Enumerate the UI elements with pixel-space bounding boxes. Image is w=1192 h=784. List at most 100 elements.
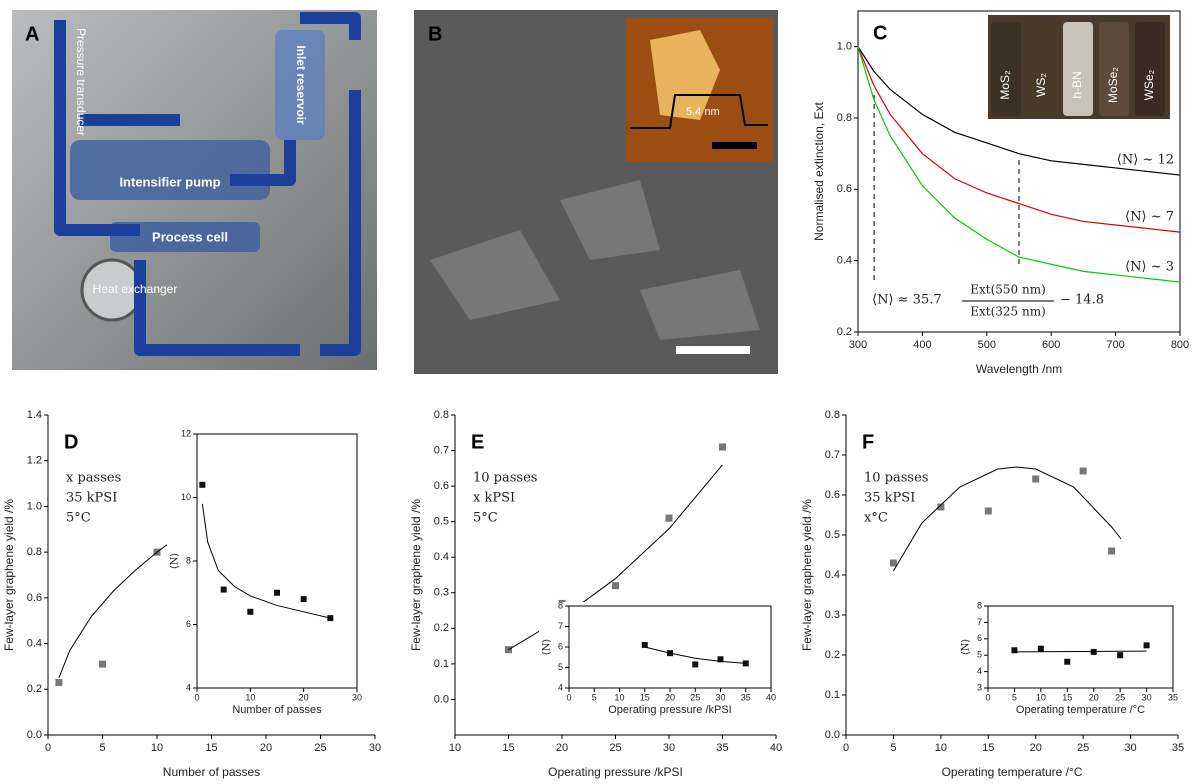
data-point bbox=[1064, 658, 1071, 665]
x-tick-label: 20 bbox=[299, 692, 309, 702]
x-tick-label: 10 bbox=[449, 742, 461, 754]
y-tick-label: 0.8 bbox=[27, 546, 42, 558]
y-tick-label: 5 bbox=[977, 650, 982, 660]
data-point bbox=[937, 503, 945, 511]
data-point bbox=[99, 660, 106, 668]
formula: − 14.8 bbox=[1060, 293, 1104, 308]
y-tick-label: 8 bbox=[558, 600, 563, 610]
condition-note: x°C bbox=[864, 511, 888, 526]
photo-annotation: Heat exchanger bbox=[93, 282, 178, 296]
panel-b: B 5.4 nm bbox=[414, 10, 778, 374]
y-axis-label: ⟨N⟩ bbox=[170, 553, 181, 570]
x-tick-label: 30 bbox=[1142, 692, 1152, 702]
data-point bbox=[641, 641, 648, 648]
y-tick-label: 4 bbox=[977, 666, 982, 676]
data-point bbox=[1108, 547, 1116, 555]
x-axis-label: Operating temperature /°C bbox=[1016, 704, 1145, 716]
panel-label: E bbox=[471, 431, 484, 453]
y-tick-label: 1.2 bbox=[27, 455, 42, 467]
x-tick-label: 40 bbox=[770, 742, 782, 754]
y-axis-label: Few-layer graphene yield /% bbox=[800, 499, 814, 651]
y-tick-label: 6 bbox=[186, 619, 191, 629]
x-axis-label: Number of passes bbox=[232, 704, 322, 716]
condition-note: x passes bbox=[66, 471, 121, 486]
data-point bbox=[612, 582, 619, 590]
panel-label: B bbox=[428, 23, 442, 45]
y-tick-label: 1.0 bbox=[27, 500, 42, 512]
x-tick-label: 800 bbox=[1171, 339, 1189, 351]
data-point bbox=[1143, 642, 1150, 649]
y-tick-label: 8 bbox=[186, 555, 191, 565]
x-tick-label: 15 bbox=[982, 742, 994, 754]
vial-label: WSe₂ bbox=[1142, 69, 1156, 100]
vial bbox=[1135, 22, 1165, 116]
x-tick-label: 30 bbox=[715, 692, 725, 702]
y-tick-label: 1.4 bbox=[27, 409, 42, 421]
data-point bbox=[889, 559, 897, 567]
x-tick-label: 15 bbox=[1062, 692, 1072, 702]
y-tick-label: 12 bbox=[181, 428, 191, 438]
x-tick-label: 600 bbox=[1042, 339, 1060, 351]
x-tick-label: 30 bbox=[352, 692, 362, 702]
vial-label: h-BN bbox=[1070, 71, 1084, 98]
condition-note: 5°C bbox=[66, 511, 91, 526]
y-tick-label: 0.0 bbox=[434, 693, 449, 705]
data-point bbox=[984, 507, 992, 515]
data-point bbox=[1032, 475, 1040, 483]
y-tick-label: 0.2 bbox=[27, 683, 42, 695]
y-tick-label: 0.6 bbox=[27, 592, 42, 604]
x-tick-label: 30 bbox=[369, 742, 381, 754]
panel-label: D bbox=[64, 431, 78, 453]
curve-label: ⟨N⟩ ~ 7 bbox=[1125, 210, 1174, 225]
x-tick-label: 500 bbox=[978, 339, 996, 351]
y-axis-label: ⟨N⟩ bbox=[542, 639, 553, 656]
x-tick-label: 30 bbox=[663, 742, 675, 754]
panel-label: F bbox=[862, 431, 874, 453]
y-tick-label: 0.7 bbox=[825, 449, 840, 461]
x-tick-label: 25 bbox=[314, 742, 326, 754]
x-tick-label: 25 bbox=[1077, 742, 1089, 754]
photo-annotation: Intensifier pump bbox=[119, 174, 220, 189]
x-tick-label: 25 bbox=[609, 742, 621, 754]
vial bbox=[1027, 22, 1057, 116]
flakes bbox=[430, 180, 760, 340]
fit-line bbox=[1014, 650, 1147, 653]
y-tick-label: 0.8 bbox=[825, 409, 840, 421]
curve bbox=[857, 46, 1181, 176]
y-tick-label: 0.6 bbox=[837, 183, 852, 195]
x-tick-label: 20 bbox=[665, 692, 675, 702]
fit-line bbox=[644, 646, 746, 664]
y-axis-label: ⟨N⟩ bbox=[961, 639, 972, 656]
x-tick-label: 5 bbox=[592, 692, 597, 702]
y-tick-label: 0.3 bbox=[434, 587, 449, 599]
photo-annotation: 5.4 nm bbox=[686, 106, 720, 118]
y-tick-label: 0.2 bbox=[434, 622, 449, 634]
scale-bar bbox=[712, 142, 757, 149]
x-axis-label: Operating pressure /kPSI bbox=[548, 765, 683, 779]
y-tick-label: 7 bbox=[558, 621, 563, 631]
y-tick-label: 6 bbox=[977, 633, 982, 643]
condition-note: 35 kPSI bbox=[864, 491, 915, 506]
y-tick-label: 0.2 bbox=[837, 326, 852, 338]
formula: ⟨N⟩ ≈ 35.7 bbox=[872, 293, 942, 308]
y-tick-label: 4 bbox=[558, 682, 563, 692]
data-point bbox=[1037, 645, 1044, 652]
flow-arrows bbox=[54, 12, 361, 356]
x-tick-label: 20 bbox=[1030, 742, 1042, 754]
y-tick-label: 0.5 bbox=[434, 516, 449, 528]
y-tick-label: 7 bbox=[977, 617, 982, 627]
y-tick-label: 4 bbox=[186, 682, 191, 692]
pump-shape bbox=[70, 140, 270, 200]
x-tick-label: 5 bbox=[890, 742, 896, 754]
x-tick-label: 0 bbox=[194, 692, 199, 702]
x-tick-label: 30 bbox=[1124, 742, 1136, 754]
x-tick-label: 15 bbox=[502, 742, 514, 754]
height-profile bbox=[630, 94, 768, 129]
condition-note: 35 kPSI bbox=[66, 491, 117, 506]
data-point bbox=[220, 586, 227, 593]
x-axis-label: Operating pressure /kPSI bbox=[608, 704, 732, 716]
x-tick-label: 25 bbox=[1115, 692, 1125, 702]
x-tick-label: 35 bbox=[741, 692, 751, 702]
y-tick-label: 0.1 bbox=[825, 689, 840, 701]
